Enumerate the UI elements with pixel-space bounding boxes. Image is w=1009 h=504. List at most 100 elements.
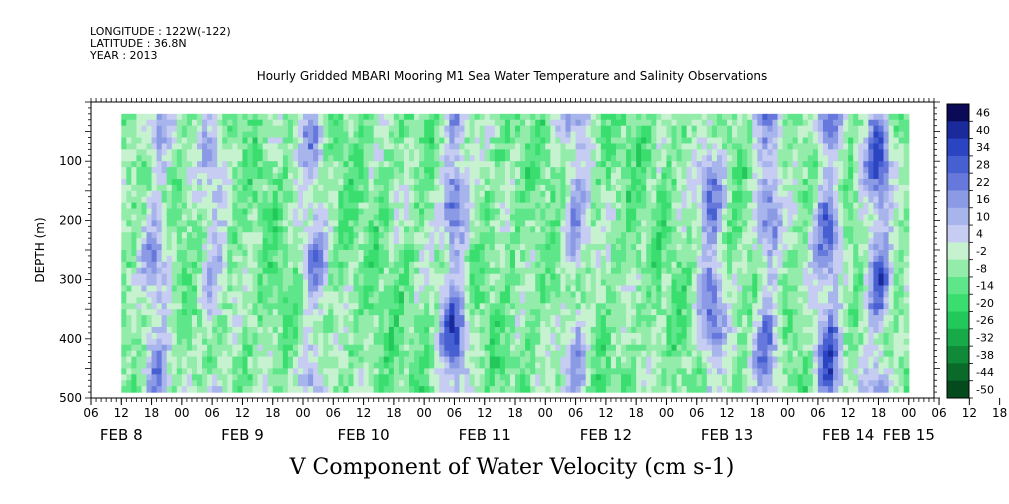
heatmap-cell	[323, 202, 329, 210]
heatmap-cell	[242, 255, 249, 263]
heatmap-cell	[540, 315, 546, 322]
heatmap-cell	[227, 285, 233, 293]
heatmap-cell	[424, 297, 430, 304]
heatmap-cell	[429, 386, 435, 393]
heatmap-cell	[222, 131, 228, 139]
heatmap-cell	[600, 267, 607, 275]
heatmap-cell	[515, 196, 521, 204]
heatmap-cell	[621, 380, 627, 387]
heatmap-cell	[560, 309, 567, 316]
heatmap-cell	[136, 350, 143, 358]
heatmap-cell	[227, 380, 233, 387]
heatmap-cell	[565, 208, 572, 216]
heatmap-cell	[176, 321, 183, 328]
heatmap-cell	[469, 220, 476, 227]
heatmap-cell	[176, 238, 183, 245]
heatmap-cell	[610, 137, 617, 145]
heatmap-cell	[651, 184, 657, 192]
heatmap-cell	[328, 178, 334, 186]
heatmap-cell	[479, 374, 486, 381]
heatmap-cell	[409, 350, 415, 358]
heatmap-cell	[262, 178, 269, 186]
heatmap-cell	[403, 356, 410, 364]
heatmap-cell	[474, 226, 481, 233]
heatmap-cell	[247, 149, 254, 156]
heatmap-cell	[212, 338, 218, 346]
heatmap-cell	[409, 356, 415, 364]
heatmap-cell	[197, 297, 203, 304]
heatmap-cell	[308, 374, 314, 381]
heatmap-cell	[469, 273, 476, 281]
heatmap-cell	[626, 137, 632, 145]
heatmap-cell	[434, 167, 440, 174]
heatmap-cell	[338, 113, 344, 121]
heatmap-cell	[373, 374, 380, 381]
heatmap-cell	[308, 190, 314, 198]
heatmap-cell	[595, 350, 602, 358]
heatmap-cell	[610, 244, 617, 251]
heatmap-cell	[262, 173, 269, 180]
heatmap-cell	[610, 143, 617, 150]
heatmap-cell	[333, 261, 339, 269]
heatmap-cell	[267, 238, 274, 245]
heatmap-cell	[393, 167, 400, 174]
heatmap-cell	[383, 279, 390, 287]
heatmap-cell	[257, 261, 264, 269]
heatmap-cell	[186, 119, 193, 127]
heatmap-cell	[403, 149, 410, 156]
heatmap-cell	[388, 226, 395, 233]
heatmap-cell	[237, 309, 244, 316]
heatmap-cell	[656, 119, 663, 127]
heatmap-cell	[474, 161, 481, 168]
heatmap-cell	[287, 220, 294, 227]
heatmap-cell	[641, 178, 647, 186]
heatmap-cell	[358, 303, 365, 310]
heatmap-cell	[515, 137, 521, 145]
heatmap-cell	[358, 291, 365, 298]
heatmap-cell	[494, 261, 501, 269]
heatmap-cell	[323, 303, 329, 310]
heatmap-cell	[575, 332, 582, 340]
heatmap-cell	[494, 196, 501, 204]
heatmap-cell	[272, 196, 279, 204]
heatmap-cell	[499, 226, 506, 233]
heatmap-cell	[525, 202, 531, 210]
heatmap-cell	[287, 178, 294, 186]
heatmap-cell	[197, 255, 203, 263]
heatmap-cell	[313, 321, 319, 328]
heatmap-cell	[277, 374, 284, 381]
heatmap-cell	[368, 368, 375, 375]
heatmap-cell	[166, 250, 173, 257]
heatmap-cell	[313, 279, 319, 287]
heatmap-cell	[161, 303, 168, 310]
heatmap-cell	[615, 202, 622, 210]
heatmap-cell	[171, 113, 178, 121]
heatmap-cell	[333, 356, 339, 364]
heatmap-cell	[232, 273, 238, 281]
heatmap-cell	[176, 155, 183, 162]
heatmap-cell	[499, 149, 506, 156]
heatmap-cell	[509, 261, 516, 269]
heatmap-cell	[434, 143, 440, 150]
heatmap-cell	[615, 131, 622, 139]
heatmap-cell	[570, 374, 577, 381]
heatmap-cell	[227, 315, 233, 322]
heatmap-cell	[398, 279, 405, 287]
heatmap-cell	[358, 178, 365, 186]
heatmap-cell	[641, 238, 647, 245]
heatmap-cell	[353, 196, 360, 204]
heatmap-cell	[489, 332, 496, 340]
heatmap-cell	[560, 350, 567, 358]
heatmap-cell	[585, 214, 592, 221]
heatmap-cell	[525, 167, 531, 174]
heatmap-cell	[328, 338, 334, 346]
heatmap-cell	[262, 244, 269, 251]
heatmap-cell	[631, 184, 637, 192]
heatmap-cell	[338, 350, 344, 358]
heatmap-cell	[368, 196, 375, 204]
heatmap-cell	[409, 220, 415, 227]
heatmap-cell	[414, 119, 420, 127]
heatmap-cell	[535, 202, 541, 210]
heatmap-cell	[237, 173, 244, 180]
heatmap-cell	[474, 386, 481, 393]
